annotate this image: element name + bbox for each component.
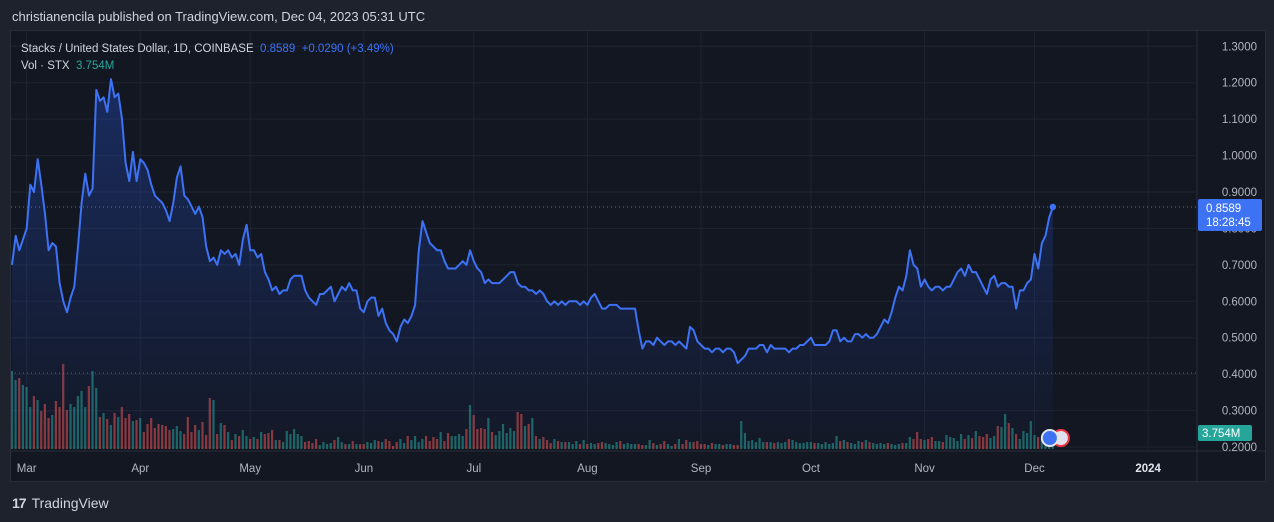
- y-tick-label: 1.3000: [1222, 41, 1257, 53]
- price-area-fill: [12, 79, 1053, 447]
- y-tick-label: 0.7000: [1222, 260, 1257, 272]
- last-price-badge[interactable]: [1198, 198, 1262, 231]
- x-tick-label: Dec: [1024, 463, 1045, 475]
- y-tick-label: 1.0000: [1222, 151, 1257, 163]
- y-tick-label: 0.3000: [1222, 406, 1257, 418]
- event-flag-icon[interactable]: [1040, 429, 1059, 447]
- price-chart[interactable]: 0.20000.30000.40000.50000.60000.70000.80…: [11, 31, 1266, 482]
- x-tick-label: May: [239, 463, 261, 475]
- chart-legend: Stacks / United States Dollar, 1D, COINB…: [21, 41, 394, 75]
- last-price: 0.8589: [260, 43, 296, 55]
- last-price-marker[interactable]: [1049, 203, 1057, 211]
- x-tick-label: Jul: [466, 463, 481, 475]
- volume-badge[interactable]: [1198, 425, 1252, 441]
- y-tick-label: 1.1000: [1222, 114, 1257, 126]
- x-tick-label: Sep: [691, 463, 711, 475]
- x-tick-label: Apr: [131, 463, 149, 475]
- y-tick-label: 1.2000: [1222, 78, 1257, 90]
- price-line[interactable]: [11, 78, 1054, 365]
- chart-panel[interactable]: 0.20000.30000.40000.50000.60000.70000.80…: [10, 30, 1266, 482]
- x-tick-label: Aug: [577, 463, 597, 475]
- y-tick-label: 0.6000: [1222, 296, 1257, 308]
- x-tick-label: Jun: [355, 463, 374, 475]
- countdown-badge-value: 18:28:45: [1206, 217, 1251, 229]
- symbol-title: Stacks / United States Dollar, 1D, COINB…: [21, 43, 254, 55]
- volume-value: 3.754M: [75, 60, 115, 72]
- x-tick-label: Oct: [802, 463, 821, 475]
- x-tick-label: 2024: [1135, 463, 1161, 475]
- volume-bar: [670, 446, 673, 449]
- y-tick-label: 0.5000: [1222, 333, 1257, 345]
- x-tick-label: Mar: [17, 463, 37, 475]
- volume-title: Vol · STX: [21, 60, 70, 72]
- brand-footer[interactable]: 17 TradingView: [12, 495, 109, 511]
- y-tick-label: 0.4000: [1222, 369, 1257, 381]
- volume-bar: [391, 446, 395, 449]
- y-tick-label: 0.2000: [1222, 442, 1257, 454]
- x-tick-label: Nov: [914, 463, 935, 475]
- volume-badge-value: 3.754M: [1202, 428, 1240, 440]
- brand-name: TradingView: [31, 495, 109, 511]
- y-tick-label: 0.9000: [1222, 187, 1257, 199]
- tradingview-logo-icon: 17: [12, 495, 27, 511]
- price-change: +0.0290 (+3.49%): [301, 43, 394, 55]
- publish-info: christianencila published on TradingView…: [12, 9, 426, 24]
- last-price-badge-value: 0.8589: [1206, 203, 1241, 215]
